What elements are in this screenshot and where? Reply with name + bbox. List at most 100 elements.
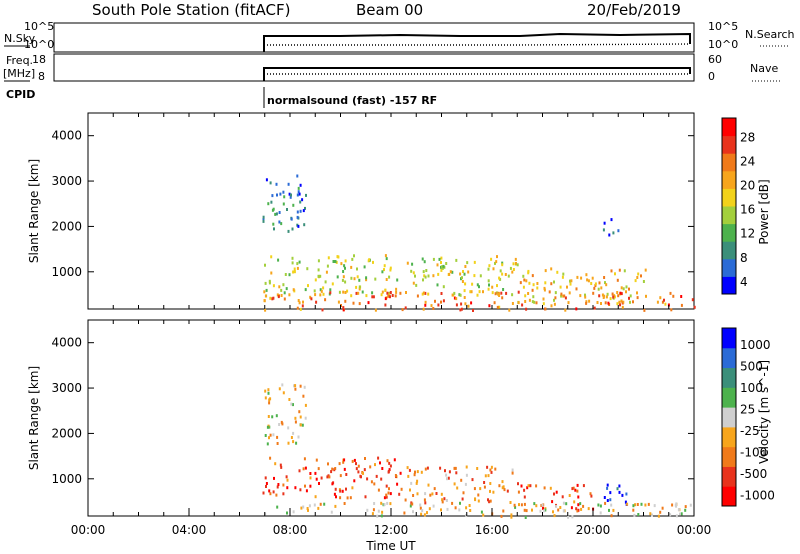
velocity-colorbar-tick: 500: [740, 360, 763, 374]
power-cell: [412, 271, 415, 275]
velocity-cell: [404, 498, 407, 502]
power-cell: [272, 207, 275, 211]
velocity-cell: [364, 495, 367, 499]
velocity-cell: [292, 440, 295, 444]
power-cell: [521, 303, 524, 307]
power-cell: [586, 278, 589, 282]
velocity-cell: [327, 462, 329, 466]
velocity-cell: [474, 497, 476, 501]
velocity-cell: [269, 433, 272, 437]
power-cell: [531, 274, 534, 278]
velocity-cell: [399, 471, 402, 475]
power-cell: [550, 304, 553, 308]
velocity-cell: [304, 466, 307, 470]
velocity-cell: [559, 506, 562, 509]
velocity-cell: [265, 485, 267, 488]
velocity-cell: [453, 482, 456, 486]
power-cell: [302, 300, 304, 304]
velocity-cell: [455, 471, 458, 475]
power-cell: [288, 273, 291, 277]
velocity-cell: [553, 492, 555, 496]
power-cell: [514, 257, 517, 261]
velocity-cell: [389, 502, 392, 506]
velocity-cell: [482, 513, 485, 517]
power-cell: [488, 264, 491, 268]
velocity-cell: [292, 403, 294, 407]
velocity-cell: [625, 492, 628, 496]
power-cell: [594, 282, 597, 286]
power-cell: [395, 290, 398, 294]
power-cell: [358, 285, 361, 289]
velocity-cell: [514, 505, 517, 509]
power-cell: [275, 212, 278, 216]
velocity-cell: [445, 473, 448, 477]
power-cell: [319, 293, 322, 297]
power-cell: [640, 274, 642, 278]
power-cell: [528, 298, 531, 302]
power-cell: [636, 296, 639, 300]
power-cell: [504, 273, 507, 276]
power-cell: [600, 286, 603, 290]
power-cell: [374, 277, 377, 281]
velocity-cell: [287, 426, 290, 430]
velocity-cell: [634, 503, 637, 507]
power-cell: [604, 281, 606, 285]
velocity-cell: [684, 505, 687, 509]
velocity-cell: [618, 484, 621, 488]
power-cell: [550, 282, 553, 286]
power-cell: [361, 290, 364, 294]
power-cell: [285, 287, 288, 291]
power-cell: [491, 285, 494, 289]
power-cell: [604, 301, 607, 305]
power-cell: [389, 268, 392, 272]
power-cell: [478, 290, 481, 294]
velocity-cell: [500, 514, 503, 518]
power-cell: [570, 279, 573, 283]
nsky-trace: [263, 32, 691, 52]
power-cell: [602, 228, 605, 232]
power-cell: [305, 193, 307, 197]
nave-tick-bottom: 0: [708, 70, 715, 83]
power-cell: [264, 294, 267, 298]
power-cell: [495, 291, 498, 295]
velocity-colorbar-swatch: [722, 387, 736, 408]
velocity-cell: [451, 501, 454, 505]
velocity-cell: [636, 503, 639, 506]
power-cell: [332, 260, 335, 263]
velocity-cell: [328, 475, 331, 479]
power-cell: [532, 295, 535, 299]
velocity-cell: [464, 482, 467, 486]
velocity-cell: [309, 472, 312, 475]
power-cell: [422, 291, 425, 295]
velocity-cell: [506, 489, 509, 493]
velocity-cell: [377, 488, 380, 492]
velocity-cell: [273, 476, 275, 480]
power-cell: [386, 291, 389, 295]
power-cell: [656, 300, 659, 304]
power-cell: [594, 284, 597, 287]
power-cell: [637, 272, 640, 276]
velocity-cell: [424, 501, 427, 505]
power-cell: [528, 281, 531, 285]
power-cell: [276, 293, 279, 297]
velocity-cell: [624, 500, 627, 504]
power-cell: [464, 265, 467, 268]
velocity-cell: [675, 514, 678, 518]
power-colorbar-swatch: [722, 153, 736, 172]
power-cell: [564, 308, 567, 312]
velocity-cell: [389, 492, 392, 496]
velocity-cell: [501, 486, 504, 490]
power-cell: [614, 272, 616, 276]
velocity-cell: [606, 499, 609, 502]
power-cell: [625, 290, 627, 294]
velocity-cell: [484, 474, 487, 478]
velocity-cell: [446, 477, 448, 481]
time-xlabel: Time UT: [365, 539, 416, 553]
power-cell: [464, 282, 467, 286]
power-cell: [525, 307, 528, 311]
velocity-cell: [298, 410, 301, 414]
power-cell: [385, 257, 388, 261]
power-cell: [441, 266, 444, 270]
power-cell: [350, 294, 353, 298]
